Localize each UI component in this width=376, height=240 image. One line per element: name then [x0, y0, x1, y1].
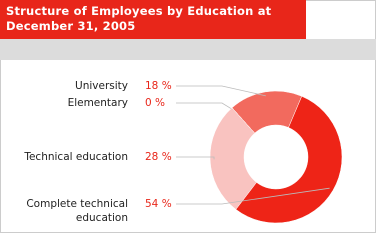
chart: Structure of Employees by Education at D… [0, 0, 376, 233]
donut-segment [209, 107, 257, 210]
chart-title: Structure of Employees by Education at D… [6, 4, 272, 33]
title-band [0, 0, 306, 39]
leader-line [176, 85, 266, 97]
category-label: Elementary [67, 97, 128, 109]
value-label: 54 % [145, 198, 172, 210]
category-label: Technical education [24, 151, 128, 163]
value-label: 28 % [145, 151, 172, 163]
chart-frame [0, 0, 376, 233]
category-label: Complete technical education [26, 198, 128, 224]
value-label: 0 % [145, 97, 165, 109]
leader-line [176, 156, 215, 160]
sub-band [0, 39, 376, 60]
leader-line [176, 187, 330, 205]
category-label: University [75, 80, 128, 92]
value-label: 18 % [145, 80, 172, 92]
donut-segment [235, 95, 343, 224]
leader-line [176, 102, 235, 112]
